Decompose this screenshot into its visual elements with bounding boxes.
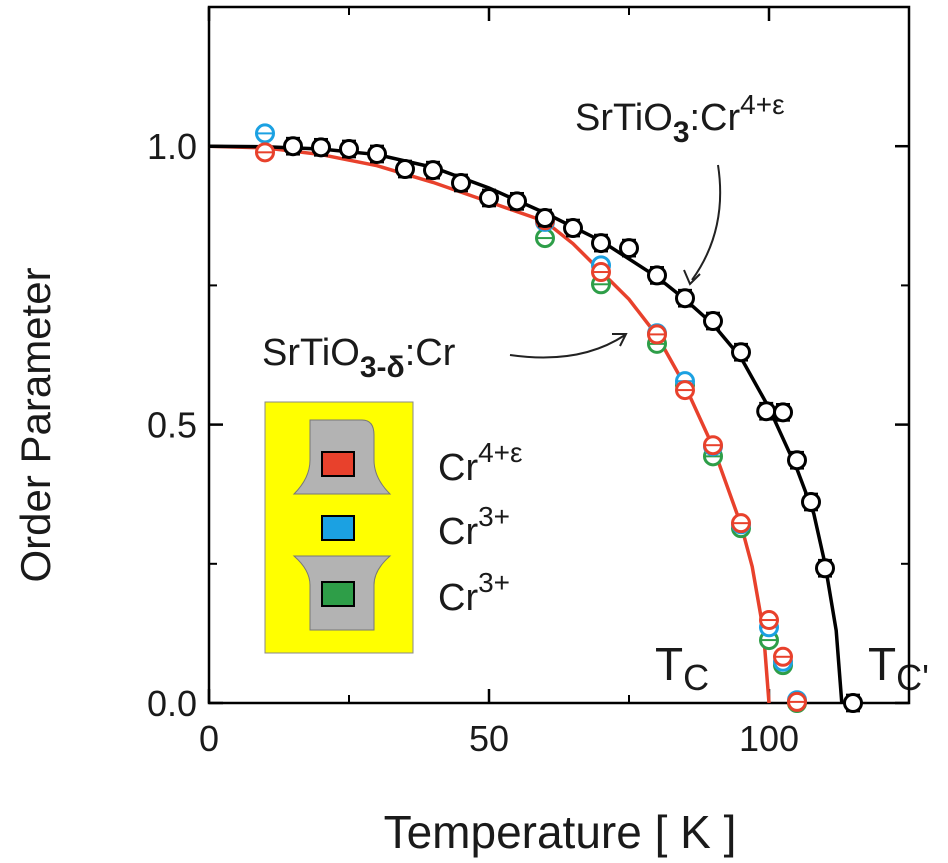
data-point <box>367 143 387 164</box>
legend-label: Cr3+ <box>438 501 510 553</box>
legend-swatch <box>321 581 355 607</box>
legend-sup: 4+ε <box>478 437 522 468</box>
data-point <box>283 136 303 157</box>
annotation-sub: C' <box>896 657 929 698</box>
arrow <box>509 334 626 359</box>
data-point <box>675 288 695 309</box>
data-point <box>815 558 835 579</box>
y-axis-label: Order Parameter <box>12 267 59 582</box>
data-point <box>801 491 821 512</box>
legend-label: Cr4+ε <box>438 437 523 489</box>
annotation-sub: 3-δ <box>360 351 405 384</box>
legend-label: Cr3+ <box>438 567 510 619</box>
legend-text: Cr <box>438 511 478 553</box>
data-point <box>619 238 639 259</box>
data-point <box>731 342 751 363</box>
annotation-sub: 3 <box>673 116 690 149</box>
annotation: SrTiO3-δ:Cr <box>262 332 456 384</box>
data-point <box>535 208 555 229</box>
annotation-text: SrTiO <box>575 97 673 139</box>
data-point <box>703 311 723 332</box>
arrow <box>691 164 722 281</box>
data-point <box>591 233 611 254</box>
annotation-text: :Cr <box>690 97 741 139</box>
data-point <box>423 160 443 181</box>
x-tick-label: 50 <box>469 718 509 759</box>
data-point <box>647 265 667 286</box>
legend-sup: 3+ <box>478 567 510 598</box>
y-tick-label: 1.0 <box>147 126 197 167</box>
annotation-sub: C <box>683 657 709 698</box>
data-point <box>843 693 863 713</box>
annotation-text: T <box>868 638 896 690</box>
annotation-text: SrTiO <box>262 332 360 374</box>
data-point <box>787 450 807 471</box>
legend-text: Cr <box>438 577 478 619</box>
annotation-text: :Cr <box>405 332 456 374</box>
plot-frame <box>207 5 911 705</box>
annotation: TC' <box>868 638 929 698</box>
data-point <box>451 172 471 193</box>
data-point <box>479 187 499 208</box>
annotation: TC <box>655 638 709 698</box>
legend-sup: 3+ <box>478 501 510 532</box>
annotation: SrTiO3:Cr4+ε <box>575 89 785 149</box>
x-tick-label: 100 <box>739 718 799 759</box>
y-tick-label: 0.5 <box>147 405 197 446</box>
legend-swatch <box>321 515 355 541</box>
data-point <box>311 137 331 158</box>
data-point <box>756 401 777 422</box>
annotation-sup: 4+ε <box>740 89 784 120</box>
data-point <box>773 402 793 423</box>
data-point <box>339 138 359 159</box>
data-point <box>395 159 415 180</box>
legend-text: Cr <box>438 447 478 489</box>
data-point <box>563 218 583 239</box>
data-point <box>507 191 527 212</box>
x-axis-label: Temperature [ K ] <box>384 806 737 858</box>
x-tick-label: 0 <box>199 718 219 759</box>
y-tick-label: 0.0 <box>147 683 197 724</box>
annotation-text: T <box>655 638 683 690</box>
arrow-head <box>683 269 701 286</box>
legend-swatch <box>321 451 355 477</box>
arrow-head <box>612 333 628 347</box>
